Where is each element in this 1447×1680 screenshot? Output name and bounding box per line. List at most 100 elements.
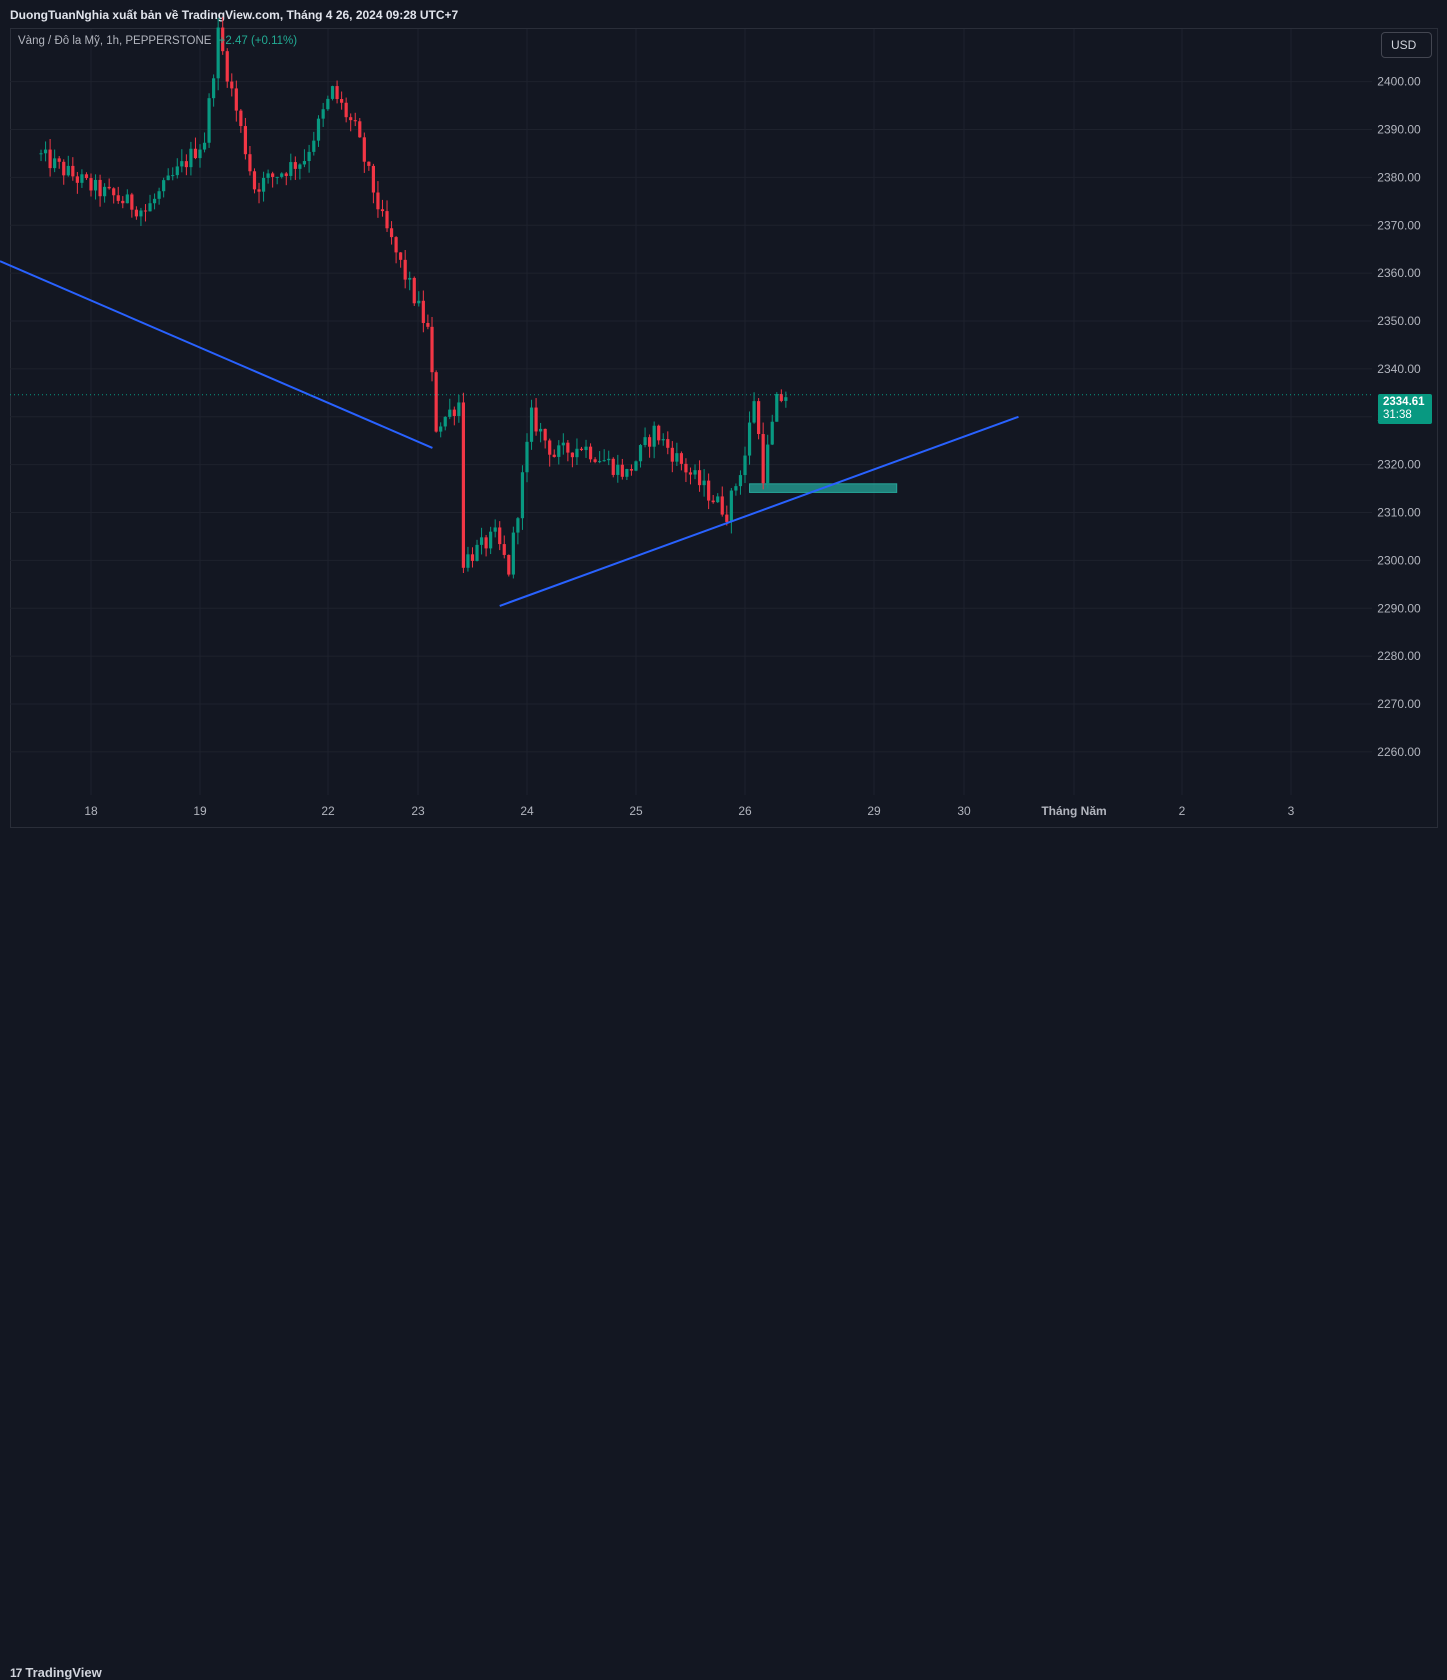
candle-body [180,161,184,167]
candle-body [298,164,302,169]
candle-body [725,514,729,522]
candle-body [716,496,720,503]
tradingview-logo-text: TradingView [25,1665,102,1680]
candle-body [248,154,252,172]
candle-body [234,88,238,111]
price-chart[interactable]: 2260.00 2270.00 2280.00 2290.00 2300.00 2310.… [0,0,1447,861]
trendline-lower [499,415,1019,607]
candle-body [48,149,52,169]
candle-body [275,176,279,178]
candle-body [607,458,611,461]
candle-body [349,117,353,121]
candle-body [757,401,761,435]
candle-body [107,186,111,189]
candle-body [412,277,416,304]
candle-body [507,554,511,575]
candle-body [293,162,297,169]
candle-body [184,161,188,168]
candle-body [511,532,515,575]
candle-body [648,437,652,447]
candle-body [103,186,107,197]
currency-button[interactable]: USD [1381,32,1432,58]
symbol-legend[interactable]: Vàng / Đô la Mỹ, 1h, PEPPERSTONE +2.47 (… [18,35,297,47]
candle-body [498,527,502,545]
candle-body [380,209,385,212]
tradingview-logo[interactable]: 17 TradingView [10,1665,102,1680]
candle-body [43,149,48,154]
candle-body [443,416,447,427]
candle-body [638,445,643,462]
symbol-change: +2.47 (+0.11%) [218,35,298,47]
x-tick-label: 24 [520,804,534,818]
candle-body [330,86,335,99]
candle-body [353,120,357,122]
candle-body [561,442,565,446]
candle-body [539,428,543,432]
candle-body [403,259,407,280]
candle-body [616,464,620,475]
candle-body [212,78,216,99]
y-tick-label: 2400.00 [1377,75,1421,89]
candle-body [529,407,534,442]
candle-body [629,468,634,471]
symbol-name: Vàng / Đô la Mỹ, 1h, PEPPERSTONE [18,35,212,47]
candle-body [66,165,70,176]
candle-body [729,490,733,522]
candle-body [734,486,738,491]
candle-body [675,453,679,462]
candle-body [552,454,556,457]
candle-body [493,527,497,532]
candle-body [289,162,293,176]
trendline-upper [0,260,433,449]
candle-body [408,277,412,280]
y-tick-label: 2300.00 [1377,553,1421,567]
y-tick-label: 2320.00 [1377,458,1421,472]
candle-body [470,554,475,561]
candle-body [743,455,747,476]
candle-body [71,165,75,177]
top-bar: DuongTuanNghia xuất bản về TradingView.c… [0,0,1447,28]
candle-body [625,468,629,477]
x-tick-label: 25 [629,804,643,818]
last-price-tag: 2334.61 31:38 [1378,394,1432,424]
candle-body [557,445,561,457]
candle-body [475,544,479,561]
footer: 17 TradingView [0,829,1447,1680]
candle-body [702,480,706,486]
candle-body [566,442,570,453]
candle-body [252,171,257,190]
candle-body [385,211,389,229]
candle-body [80,174,84,183]
y-tick-label: 2360.00 [1377,266,1421,280]
candle-body [139,210,143,217]
candle-body [611,458,615,475]
candle-body [202,142,207,150]
candle-body [230,81,234,89]
candle-body [321,109,325,119]
candle-body [575,448,579,458]
candle-body [358,121,362,138]
y-tick-label: 2340.00 [1377,362,1421,376]
candle-body [516,518,520,533]
candle-body [171,175,175,177]
x-tick-label: 18 [84,804,98,818]
candle-body [221,27,225,52]
candle-body [152,198,157,204]
candle-body [461,402,465,568]
x-tick-label: 26 [738,804,752,818]
candle-body [766,444,770,484]
x-tick-label: 3 [1288,804,1295,818]
candle-body [643,437,647,446]
candle-body [394,237,398,253]
candle-body [588,446,593,460]
candle-body [335,86,339,100]
candle-body [93,179,98,191]
candle-body [502,544,506,555]
candle-body [207,98,211,143]
candle-body [89,178,93,191]
x-tick-label: 30 [957,804,971,818]
candle-body [779,393,783,401]
y-tick-label: 2350.00 [1377,314,1421,328]
x-tick-label: 2 [1179,804,1186,818]
candle-body [62,161,66,176]
